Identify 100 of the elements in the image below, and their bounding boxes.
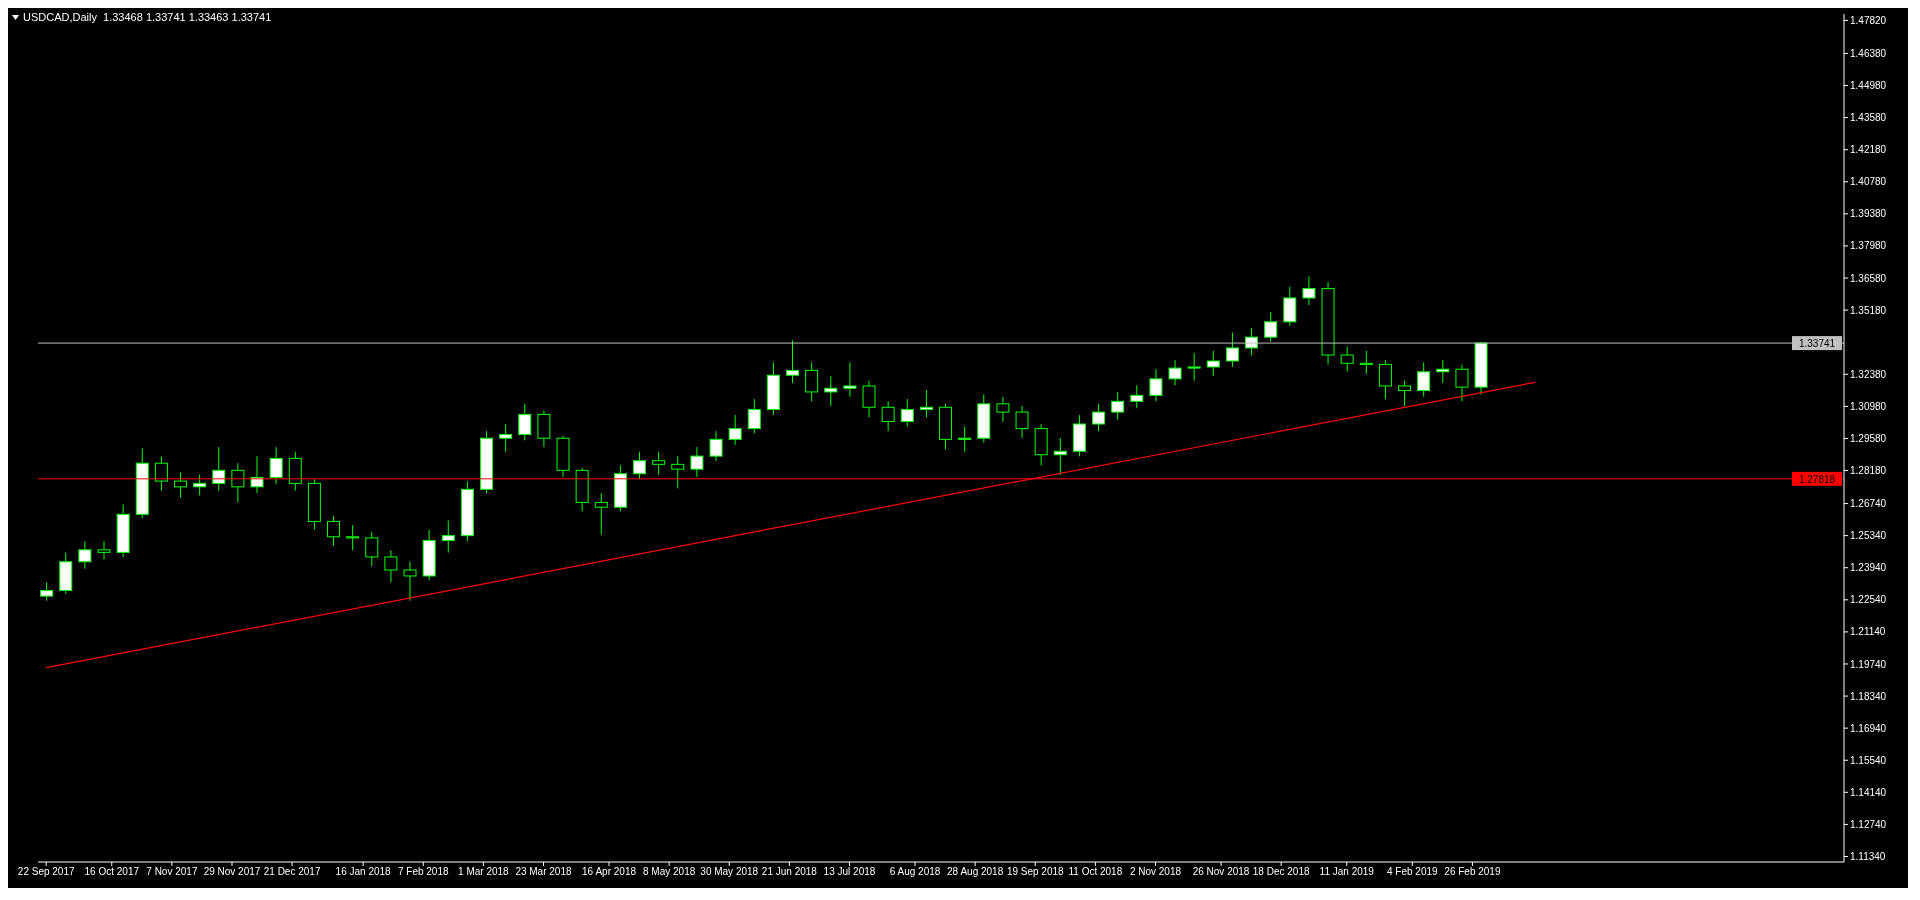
candlestick (1225, 332, 1239, 368)
candlestick (1455, 364, 1469, 402)
x-tick-label: 21 Dec 2017 (263, 866, 321, 878)
candlestick (346, 524, 360, 551)
y-tick-label: 1.15540 (1850, 754, 1887, 766)
candlestick (594, 492, 608, 535)
candlestick (212, 446, 226, 492)
ref-line-label: 1.33741 (1798, 338, 1836, 350)
candlestick (996, 396, 1010, 423)
candlestick (231, 462, 245, 503)
y-tick-label: 1.21140 (1850, 626, 1886, 638)
y-tick-label: 1.23940 (1850, 562, 1887, 574)
y-tick-label: 1.40780 (1850, 176, 1887, 188)
candlestick (1283, 286, 1297, 327)
candlestick (40, 581, 54, 602)
x-tick-label: 26 Nov 2018 (1192, 866, 1250, 878)
y-tick-label: 1.44980 (1850, 80, 1887, 92)
x-tick-label: 19 Sep 2018 (1006, 866, 1065, 878)
y-tick-label: 1.25340 (1850, 530, 1887, 542)
x-tick-label: 16 Apr 2018 (582, 866, 637, 878)
y-tick-label: 1.26740 (1850, 498, 1887, 510)
candlestick (709, 430, 723, 462)
candlestick (384, 549, 398, 583)
y-tick-label: 1.47820 (1850, 14, 1887, 26)
y-tick-label: 1.30980 (1850, 400, 1887, 412)
candlestick (1264, 311, 1278, 343)
candlestick (537, 410, 551, 448)
candlestick (269, 446, 283, 485)
candlestick (958, 426, 972, 453)
candlestick (1168, 359, 1182, 386)
candlestick (1130, 384, 1144, 409)
y-tick-label: 1.14140 (1850, 786, 1887, 798)
candlestick (1092, 403, 1106, 432)
y-tick-label: 1.18340 (1850, 690, 1887, 702)
y-tick-label: 1.42180 (1850, 144, 1887, 156)
x-tick-label: 30 May 2018 (700, 866, 759, 878)
candlestick (633, 451, 647, 480)
y-tick-label: 1.43580 (1850, 112, 1887, 124)
x-tick-label: 6 Aug 2018 (889, 866, 941, 878)
candlestick (1149, 368, 1163, 402)
candlestick (1417, 361, 1431, 398)
candlestick (862, 380, 876, 418)
candlestick (250, 455, 264, 494)
x-tick-label: 4 Feb 2019 (1387, 866, 1439, 878)
candlestick (499, 423, 513, 453)
x-tick-label: 16 Oct 2017 (84, 866, 140, 878)
candlestick (786, 339, 800, 384)
candlestick (518, 403, 532, 441)
candlestick (900, 398, 914, 428)
candlestick (805, 361, 819, 402)
y-tick-label: 1.16940 (1850, 722, 1887, 734)
candlestick (881, 400, 895, 432)
y-tick-label: 1.11340 (1850, 851, 1886, 863)
y-tick-label: 1.46380 (1850, 47, 1887, 59)
candlestick (441, 520, 455, 554)
candlestick (1015, 405, 1029, 439)
ref-line-label: 1.27818 (1798, 473, 1836, 485)
candlestick (1187, 352, 1201, 382)
candlestick (78, 540, 92, 570)
candlestick (97, 540, 111, 560)
candlestick (652, 451, 666, 476)
candlestick (1206, 350, 1220, 377)
candlestick (154, 455, 168, 492)
y-tick-label: 1.35180 (1850, 304, 1887, 316)
x-tick-label: 26 Feb 2019 (1444, 866, 1501, 878)
y-tick-label: 1.19740 (1850, 658, 1887, 670)
y-tick-label: 1.39380 (1850, 208, 1887, 220)
x-tick-label: 28 Aug 2018 (947, 866, 1004, 878)
x-tick-label: 8 May 2018 (643, 866, 696, 878)
candlestick (365, 531, 379, 567)
candlestick (1378, 359, 1392, 400)
y-tick-label: 1.29580 (1850, 433, 1887, 445)
x-tick-label: 18 Dec 2018 (1252, 866, 1310, 878)
candlestick (1053, 437, 1067, 476)
candlestick (1111, 391, 1125, 421)
y-tick-label: 1.12740 (1850, 818, 1887, 830)
x-tick-label: 16 Jan 2018 (335, 866, 392, 878)
y-tick-label: 1.36580 (1850, 272, 1887, 284)
x-tick-label: 13 Jul 2018 (823, 866, 876, 878)
x-tick-label: 21 Jun 2018 (761, 866, 818, 878)
candlestick (193, 474, 207, 496)
candlestick (728, 414, 742, 446)
x-tick-label: 29 Nov 2017 (203, 866, 261, 878)
candlestick (327, 515, 341, 547)
x-tick-label: 11 Oct 2018 (1068, 866, 1123, 878)
candlestick (919, 389, 933, 418)
candlestick (1340, 345, 1354, 373)
x-tick-label: 7 Nov 2017 (146, 866, 198, 878)
candlestick (690, 446, 704, 478)
y-tick-label: 1.28180 (1850, 465, 1887, 477)
candlestick (843, 361, 857, 398)
candlestick (174, 471, 188, 499)
x-tick-label: 22 Sep 2017 (17, 866, 75, 878)
chart-title: USDCAD,Daily 1.33468 1.33741 1.33463 1.33741 (23, 11, 272, 23)
x-tick-label: 23 Mar 2018 (515, 866, 572, 878)
candlestick (824, 375, 838, 407)
candlestick (1398, 380, 1412, 407)
y-tick-label: 1.37980 (1850, 240, 1887, 252)
x-tick-label: 11 Jan 2019 (1319, 866, 1375, 878)
candlestick (747, 398, 761, 434)
